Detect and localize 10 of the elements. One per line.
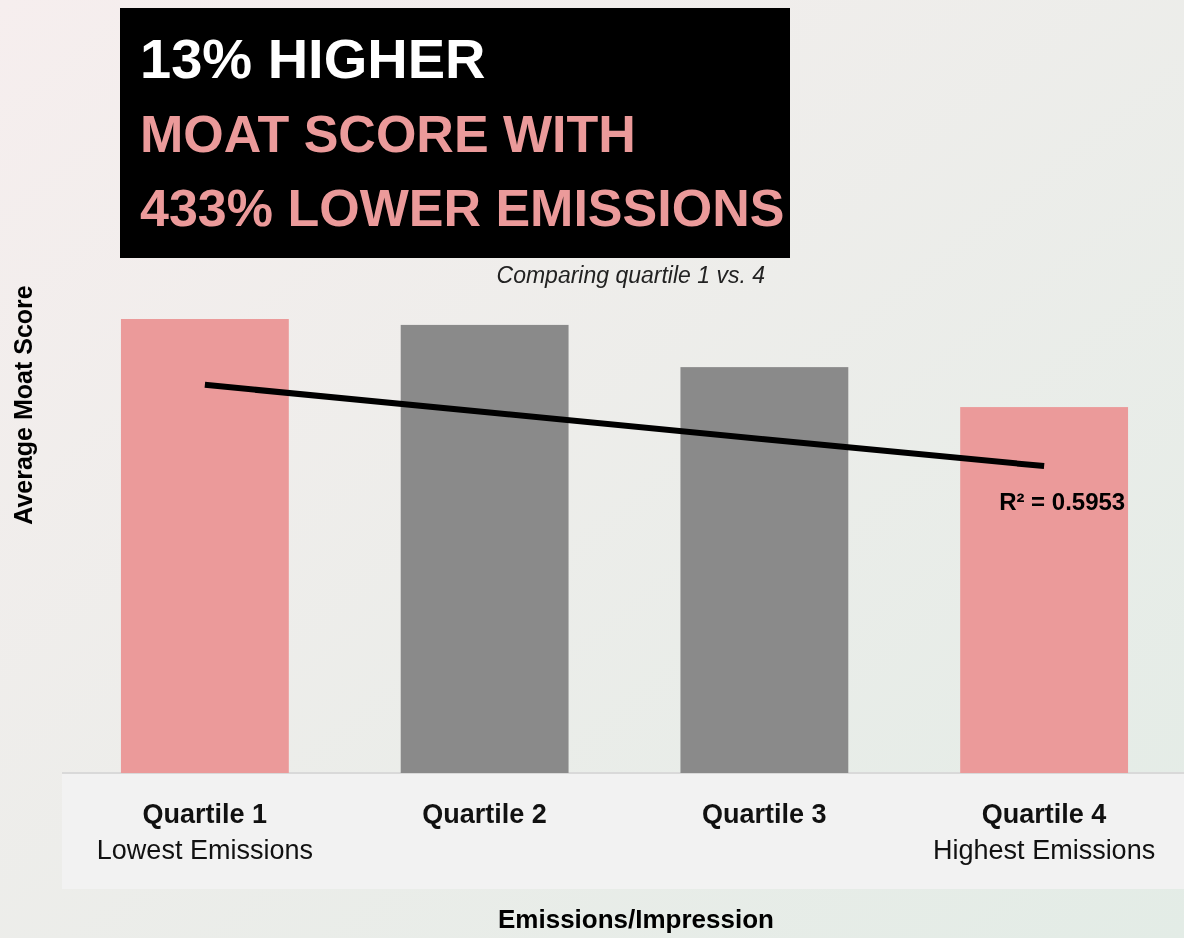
x-tick-label: Quartile 1 Lowest Emissions xyxy=(96,799,313,865)
text: Comparing quartile 1 vs. 4 xyxy=(496,262,765,288)
x-tick-label: Quartile 4 Highest Emissions xyxy=(933,799,1156,865)
annotation: R² = 0.5953 xyxy=(999,488,1126,516)
x-tick-label: Quartile 2 xyxy=(422,799,547,829)
x-axis-title: Emissions/Impression xyxy=(498,904,774,934)
x-tick-label: Quartile 3 xyxy=(702,799,827,829)
chart-title: 13% HIGHER xyxy=(140,27,486,90)
chart-subtitle: MOAT SCORE WITH 433% LOWER EMISSIONS xyxy=(140,105,785,237)
y-axis-title: Average Moat Score xyxy=(9,285,37,525)
